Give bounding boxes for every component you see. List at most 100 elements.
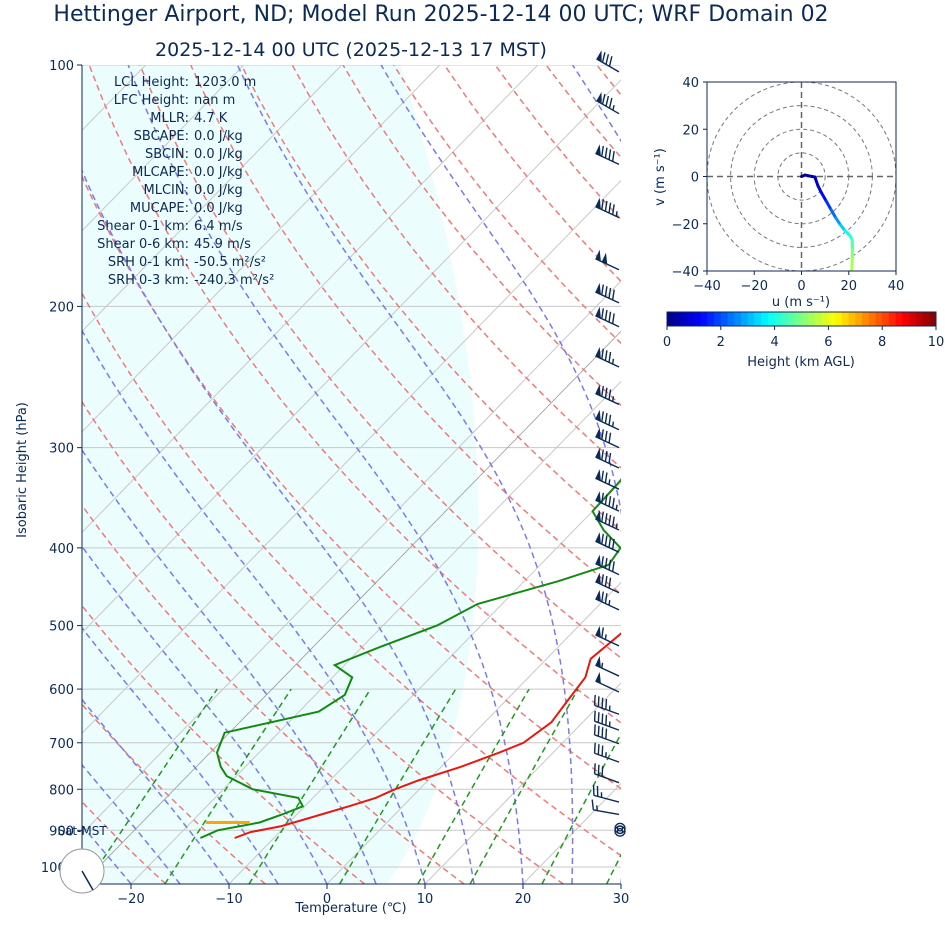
wind-barb <box>593 710 620 731</box>
wind-direction-inset <box>59 848 105 894</box>
temperature-line <box>234 632 621 839</box>
barb-half <box>611 358 615 365</box>
barb-full <box>591 799 595 811</box>
dry-adiabat <box>82 800 167 884</box>
wind-barb <box>595 282 620 304</box>
barb-full <box>604 575 608 587</box>
wind-barb <box>596 92 620 115</box>
barb-flag <box>595 427 601 440</box>
skew-t-gridlines <box>82 65 621 884</box>
barb-full <box>608 514 612 526</box>
mixing-ratio-line <box>85 688 218 884</box>
colorbar-cell <box>814 312 823 326</box>
colorbar-cell <box>761 312 769 326</box>
index-name: MLCIN: <box>144 183 189 198</box>
barb-full <box>593 724 596 735</box>
colorbar-cell <box>707 312 715 326</box>
barb-flag <box>596 92 602 104</box>
index-value: 6.4 m/s <box>194 219 243 234</box>
barb-full <box>604 593 608 604</box>
barb-full <box>605 699 608 710</box>
barb-half <box>608 479 611 485</box>
barb-full <box>597 725 600 737</box>
isotherm-gridline <box>228 481 621 884</box>
barb-flag <box>595 554 601 567</box>
barb-staff <box>595 152 620 165</box>
cape-shaded-region <box>82 65 479 884</box>
barb-full <box>608 496 612 507</box>
colorbar-cell <box>808 312 816 326</box>
barb-full <box>608 351 612 363</box>
colorbar-cell <box>774 312 782 326</box>
hodograph-segment <box>820 191 828 203</box>
moist-adiabat <box>82 626 279 884</box>
barb-flag <box>595 144 601 156</box>
skew-t-plot: −20 −10 0 10 20 30 100 200 300 400 500 600 700 800 900… <box>15 50 629 916</box>
barb-full <box>601 470 604 482</box>
barb-half <box>611 421 615 427</box>
barb-full <box>611 561 615 572</box>
barb-full <box>601 93 606 105</box>
barb-full <box>593 710 596 722</box>
x-tick-label: 0 <box>323 892 331 907</box>
barb-full <box>604 557 608 569</box>
hodograph-ylabel: v (m s⁻¹) <box>653 148 668 206</box>
barb-staff <box>595 291 620 304</box>
barb-flag <box>595 197 601 210</box>
barb-full <box>601 745 604 757</box>
barb-full <box>604 350 608 361</box>
barb-flag <box>595 346 601 359</box>
colorbar-cell <box>868 312 876 326</box>
barb-full <box>597 764 600 776</box>
barb-full <box>601 697 604 709</box>
barb-staff <box>595 581 620 594</box>
barb-flag <box>595 572 601 585</box>
moist-adiabat <box>82 545 328 884</box>
moist-adiabat <box>82 448 377 884</box>
colorbar-tick-label: 8 <box>878 335 886 350</box>
wind-barb <box>595 249 620 271</box>
wind-barb <box>595 509 620 531</box>
y-tick-label: 200 <box>49 300 74 315</box>
barb-staff <box>595 418 620 431</box>
colorbar-cell <box>693 312 702 326</box>
barb-full <box>601 385 604 397</box>
barb-full <box>601 591 604 602</box>
barb-flag <box>595 306 601 319</box>
wind-barb <box>593 694 620 715</box>
barb-full <box>601 145 604 157</box>
barb-half <box>615 211 618 217</box>
wind-barb <box>591 799 620 816</box>
skew-t-adiabats <box>82 65 621 884</box>
colorbar-label: Height (km AGL) <box>747 355 855 370</box>
colorbar-cell <box>687 312 695 326</box>
barb-full <box>608 202 612 214</box>
wind-barb <box>595 589 620 611</box>
barb-full <box>611 204 615 215</box>
hodograph-y-tick-label: 40 <box>682 76 699 91</box>
barb-staff <box>596 58 620 73</box>
wind-barb-column <box>591 50 626 837</box>
barb-full <box>608 311 612 323</box>
index-value: 4.7 K <box>194 111 228 126</box>
index-value: 0.0 J/kg <box>194 165 243 180</box>
index-value: 0.0 J/kg <box>194 147 243 162</box>
barb-full <box>601 766 604 777</box>
barb-staff <box>595 355 620 368</box>
sounding-indices: LCL Height: 1203.0 m LFC Height: nan m MLLR:… <box>97 75 274 288</box>
y-tick-label: 900 <box>49 824 74 839</box>
barb-full <box>605 54 610 65</box>
colorbar-cell <box>875 312 883 326</box>
colorbar-cell <box>835 312 843 326</box>
skew-t-xlabel: Temperature (℃) <box>294 901 406 916</box>
hodograph-y-tick-label: 20 <box>682 123 699 138</box>
colorbar-cell <box>915 312 924 326</box>
colorbar-cell <box>902 312 910 326</box>
barb-full <box>604 513 608 524</box>
colorbar-cell <box>667 312 675 326</box>
barb-full <box>608 97 613 109</box>
barb-staff <box>595 499 620 512</box>
barb-full <box>611 313 615 324</box>
barb-staff <box>595 664 620 677</box>
index-name: LCL Height: <box>114 75 189 90</box>
